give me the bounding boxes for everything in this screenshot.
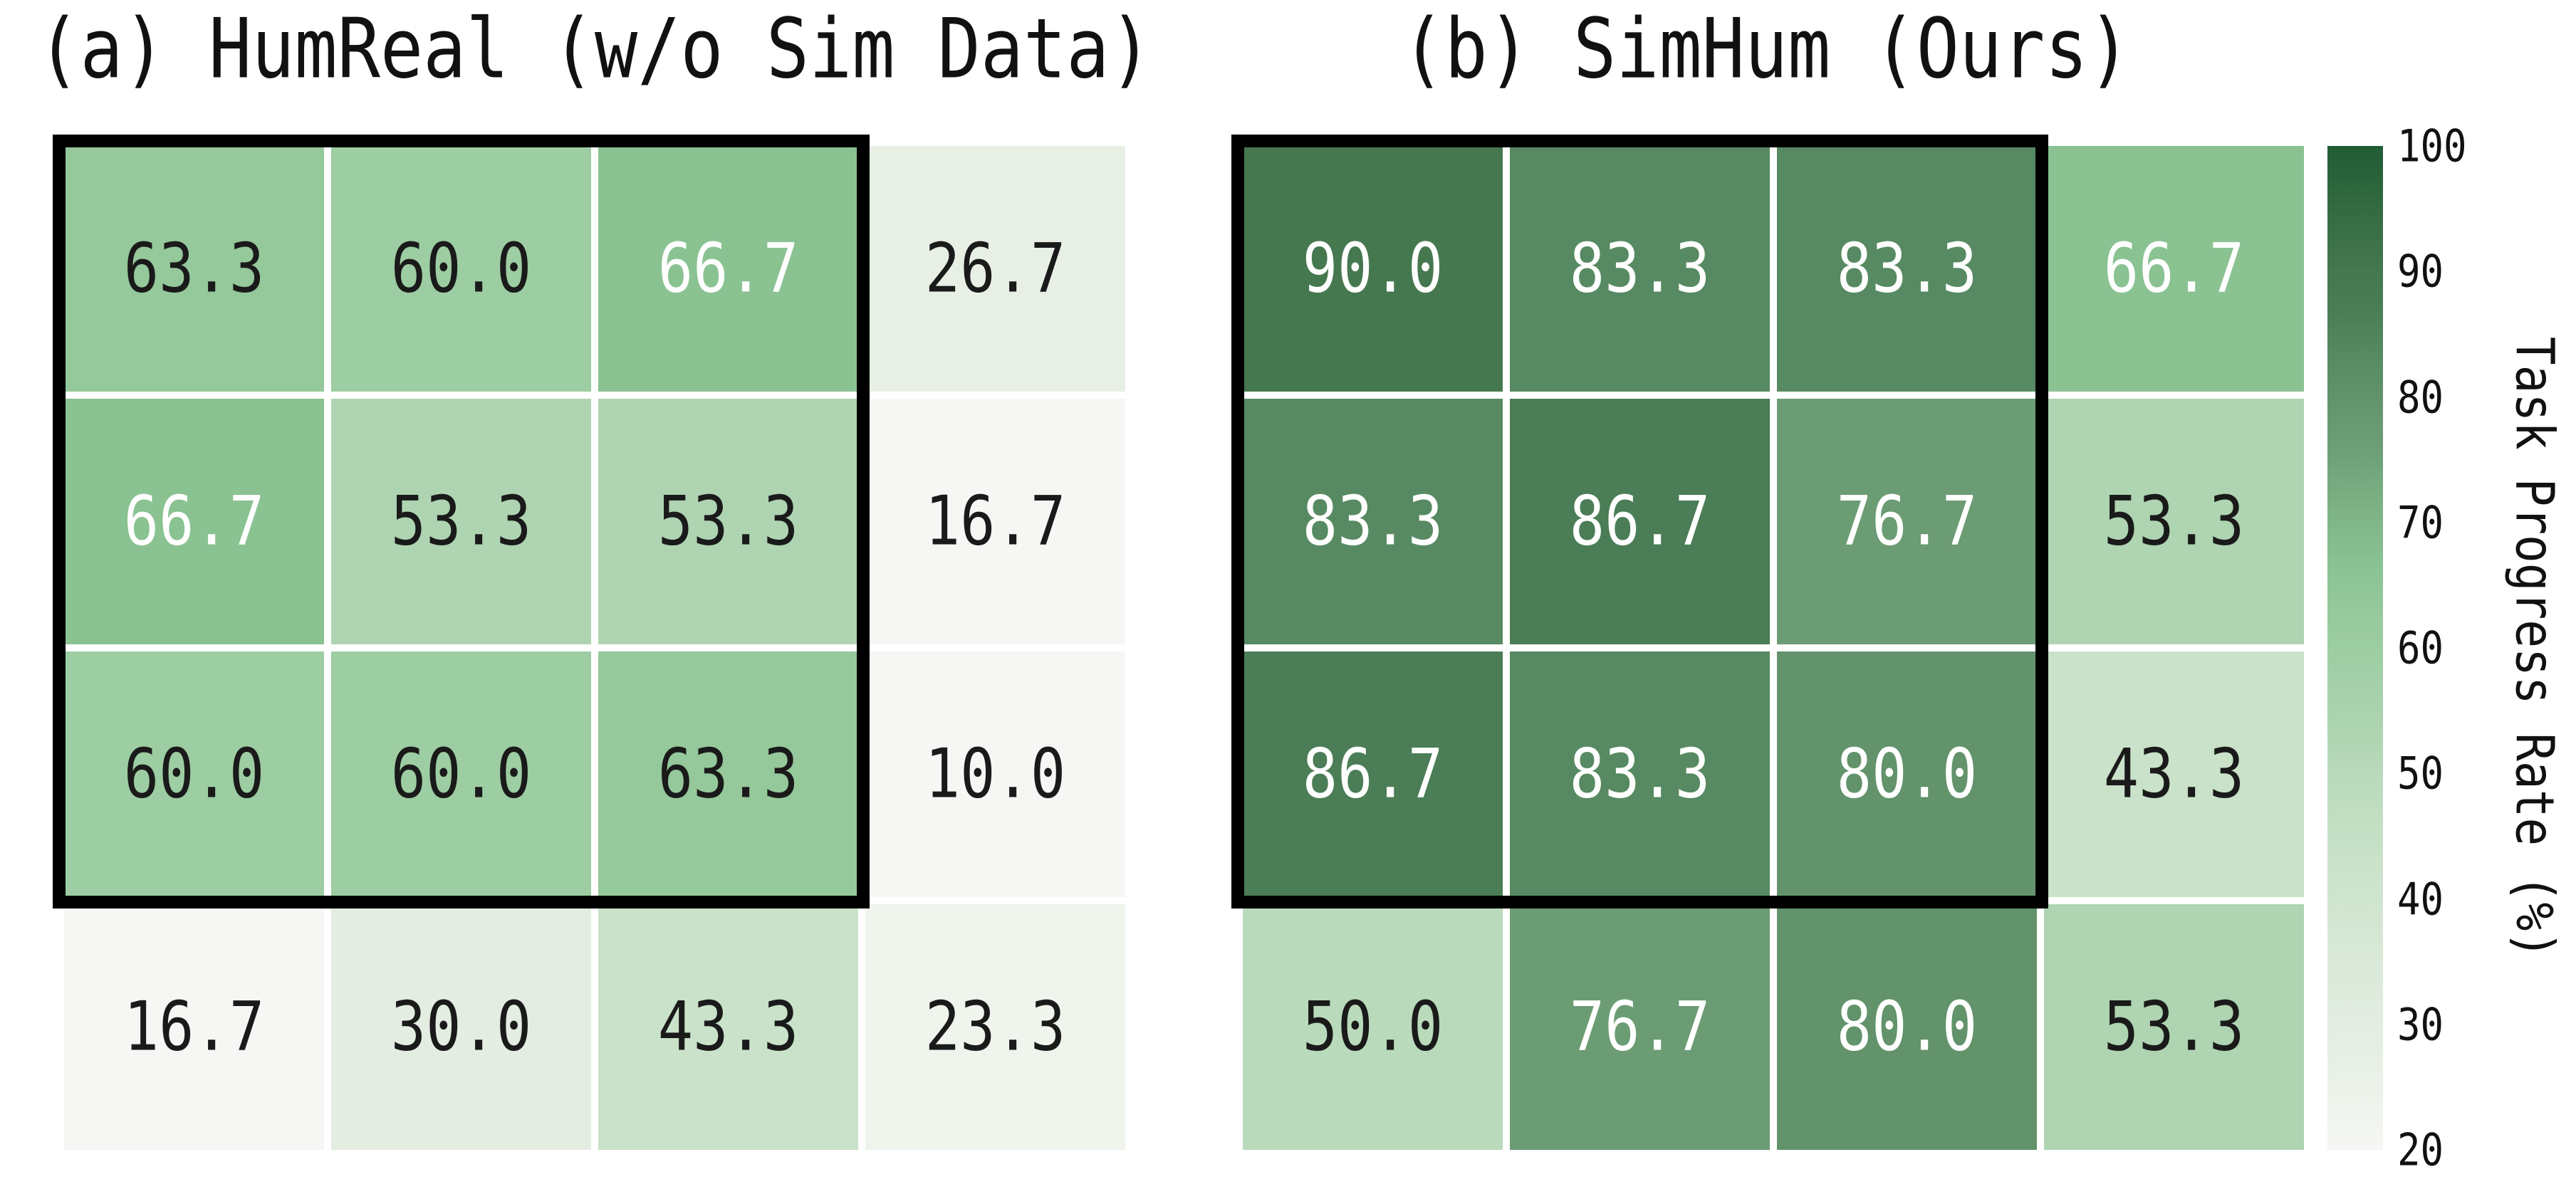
cell-value: 66.7 — [657, 229, 799, 308]
heatmap-cell: 53.3 — [331, 399, 591, 644]
heatmap-cell: 83.3 — [1243, 399, 1503, 644]
cell-value: 83.3 — [1569, 229, 1711, 308]
cell-value: 66.7 — [2103, 229, 2245, 308]
heatmap-cell: 66.7 — [598, 146, 858, 392]
heatmap-cell: 53.3 — [2044, 904, 2304, 1150]
cell-value: 53.3 — [2103, 988, 2245, 1067]
cell-value: 43.3 — [657, 988, 799, 1067]
cell-value: 76.7 — [1569, 988, 1711, 1067]
colorbar-tick-text: 80 — [2397, 370, 2444, 424]
cell-value: 60.0 — [390, 735, 532, 814]
colorbar-tick-text: 20 — [2397, 1124, 2444, 1176]
cell-value: 53.3 — [2103, 482, 2245, 561]
cell-value: 66.7 — [123, 482, 265, 561]
heatmap-cell: 86.7 — [1510, 399, 1770, 644]
colorbar-tick-text: 100 — [2397, 120, 2467, 172]
colorbar-tick-90: 90 — [2397, 246, 2444, 298]
cell-value: 90.0 — [1302, 229, 1444, 308]
cell-value: 16.7 — [924, 482, 1066, 561]
cell-value: 83.3 — [1302, 482, 1444, 561]
cell-value: 80.0 — [1836, 735, 1978, 814]
colorbar-tick-80: 80 — [2397, 371, 2444, 423]
cell-value: 86.7 — [1569, 482, 1711, 561]
cell-value: 60.0 — [390, 229, 532, 308]
panel-b-title: (b) SimHum (Ours) — [1402, 4, 2131, 95]
panel-b-title-text: (b) SimHum (Ours) — [1402, 0, 2131, 98]
cell-value: 50.0 — [1302, 988, 1444, 1067]
heatmap-cell: 43.3 — [598, 904, 858, 1150]
colorbar-tick-100: 100 — [2397, 120, 2467, 172]
heatmap-cell: 30.0 — [331, 904, 591, 1150]
cell-value: 53.3 — [390, 482, 532, 561]
cell-value: 83.3 — [1569, 735, 1711, 814]
heatmap-humreal: 63.3 60.0 66.7 26.7 66.7 53.3 53.3 16.7 60.0 60.0… — [53, 135, 1125, 1150]
colorbar-label-text: Task Progress Rate (%) — [2503, 336, 2565, 960]
cell-value: 63.3 — [657, 735, 799, 814]
heatmap-cell: 90.0 — [1243, 146, 1503, 392]
heatmap-cell: 63.3 — [64, 146, 324, 392]
cell-value: 53.3 — [657, 482, 799, 561]
heatmap-cell: 80.0 — [1777, 904, 2037, 1150]
colorbar-tick-20: 20 — [2397, 1124, 2444, 1176]
heatmap-cell: 66.7 — [64, 399, 324, 644]
colorbar-tick-30: 30 — [2397, 998, 2444, 1050]
colorbar-tick-text: 30 — [2397, 998, 2444, 1051]
heatmap-simhum: 90.0 83.3 83.3 66.7 83.3 86.7 76.7 53.3 86.7 83.3… — [1231, 135, 2304, 1150]
heatmap-cell: 10.0 — [865, 651, 1125, 897]
cell-value: 60.0 — [123, 735, 265, 814]
cell-value: 16.7 — [123, 988, 265, 1067]
panel-a-title-text: (a) HumReal (w/o Sim Data) — [37, 0, 1152, 98]
colorbar-tick-50: 50 — [2397, 748, 2444, 800]
colorbar-tick-40: 40 — [2397, 873, 2444, 925]
colorbar-tick-text: 40 — [2397, 872, 2444, 926]
heatmap-cell: 50.0 — [1243, 904, 1503, 1150]
panel-a-title: (a) HumReal (w/o Sim Data) — [37, 4, 1152, 95]
heatmap-cell: 53.3 — [2044, 399, 2304, 644]
cell-value: 26.7 — [924, 229, 1066, 308]
colorbar-gradient — [2327, 146, 2383, 1150]
heatmap-cell: 76.7 — [1510, 904, 1770, 1150]
cell-value: 43.3 — [2103, 735, 2245, 814]
cell-value: 86.7 — [1302, 735, 1444, 814]
heatmap-cell: 83.3 — [1510, 146, 1770, 392]
colorbar-tick-text: 70 — [2397, 496, 2444, 549]
cell-value: 63.3 — [123, 229, 265, 308]
cell-value: 80.0 — [1836, 988, 1978, 1067]
heatmap-cell: 86.7 — [1243, 651, 1503, 897]
heatmap-cell: 76.7 — [1777, 399, 2037, 644]
cell-value: 30.0 — [390, 988, 532, 1067]
cell-value: 83.3 — [1836, 229, 1978, 308]
heatmap-cell: 83.3 — [1510, 651, 1770, 897]
heatmap-cell: 53.3 — [598, 399, 858, 644]
colorbar-label: Task Progress Rate (%) — [2503, 337, 2565, 959]
cell-value: 76.7 — [1836, 482, 1978, 561]
heatmap-cell: 63.3 — [598, 651, 858, 897]
heatmap-cell: 60.0 — [331, 651, 591, 897]
colorbar-tick-text: 50 — [2397, 747, 2444, 800]
heatmap-cell: 23.3 — [865, 904, 1125, 1150]
colorbar-tick-60: 60 — [2397, 622, 2444, 674]
heatmap-cell: 16.7 — [865, 399, 1125, 644]
heatmap-cell: 80.0 — [1777, 651, 2037, 897]
cell-value: 23.3 — [924, 988, 1066, 1067]
heatmap-cell: 26.7 — [865, 146, 1125, 392]
cell-value: 10.0 — [924, 735, 1066, 814]
heatmap-cell: 66.7 — [2044, 146, 2304, 392]
heatmap-cell: 60.0 — [331, 146, 591, 392]
colorbar-tick-70: 70 — [2397, 496, 2444, 548]
heatmap-cell: 60.0 — [64, 651, 324, 897]
heatmap-cell: 83.3 — [1777, 146, 2037, 392]
heatmap-cell: 16.7 — [64, 904, 324, 1150]
heatmap-cell: 43.3 — [2044, 651, 2304, 897]
colorbar-tick-text: 90 — [2397, 245, 2444, 298]
colorbar-tick-text: 60 — [2397, 622, 2444, 674]
